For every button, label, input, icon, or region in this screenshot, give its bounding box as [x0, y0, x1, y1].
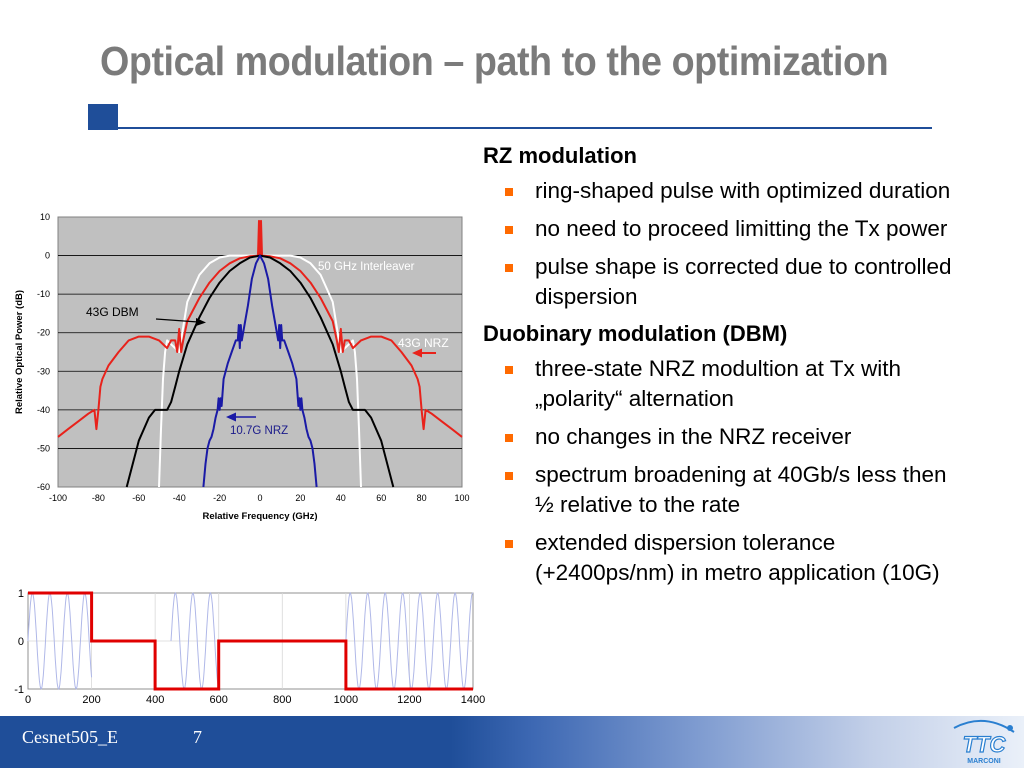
y-axis-label: Relative Optical Power (dB): [14, 290, 25, 414]
y-tick-label: -10: [37, 289, 50, 299]
logo-text: MARCONI: [967, 758, 1000, 765]
series-line-10-7g-nrz: [202, 254, 318, 488]
x-tick-label: 1400: [461, 694, 485, 706]
y-tick-label: 10: [40, 212, 50, 222]
nrz10-arrow: [226, 412, 256, 422]
annotation-10g-nrz: 10.7G NRZ: [230, 425, 288, 437]
bullet-text: no changes in the NRZ receiver: [535, 424, 852, 449]
spectrum-chart: 100-10-20-30-40-50-60-100 -80 -60 -40 -20 0 20…: [14, 212, 470, 522]
annotation-43g-dbm: 43G DBM: [86, 305, 139, 319]
bullet-item: no need to proceed limitting the Tx powe…: [483, 214, 955, 244]
x-tick-label: -80: [92, 493, 105, 503]
bullet-text: ring-shaped pulse with optimized duratio…: [535, 178, 951, 203]
bullet-item: ring-shaped pulse with optimized duratio…: [483, 176, 955, 206]
bullet-text: extended dispersion tolerance (+2400ps/n…: [535, 530, 940, 585]
x-tick-label: 800: [273, 694, 291, 706]
bullet-item: spectrum broadening at 40Gb/s less then …: [483, 460, 955, 520]
square-bullet-icon: [505, 434, 513, 442]
tick-labels: 100-10-20-30-40-50-60-100 -80 -60 -40 -20 0 20…: [37, 212, 470, 503]
x-tick-label: 60: [376, 493, 386, 503]
svg-text:TTC: TTC: [963, 732, 1007, 757]
carrier-sine-burst: [170, 591, 220, 691]
annotation-43g-nrz: 43G NRZ: [398, 336, 449, 350]
ttc-marconi-logo-icon: TTC MARCONI: [953, 719, 1015, 765]
x-tick-label: 200: [82, 694, 100, 706]
y-tick-label: 1: [18, 588, 24, 600]
x-axis-label: Relative Frequency (GHz): [202, 511, 317, 522]
square-bullet-icon: [505, 540, 513, 548]
content-text: RZ modulation ring-shaped pulse with opt…: [483, 142, 983, 596]
page-number: 7: [193, 727, 202, 747]
x-tick-label: 100: [454, 493, 469, 503]
x-tick-label: 0: [25, 694, 31, 706]
square-bullet-icon: [505, 264, 513, 272]
x-tick-label: 20: [295, 493, 305, 503]
bullet-item: extended dispersion tolerance (+2400ps/n…: [483, 528, 955, 588]
duobinary-signal-line: [28, 591, 473, 691]
bullet-item: pulse shape is corrected due to controll…: [483, 252, 955, 312]
series-lines: [57, 219, 463, 488]
x-tick-label: -60: [132, 493, 145, 503]
rz-bullet-list: ring-shaped pulse with optimized duratio…: [483, 176, 983, 312]
section-heading-rz: RZ modulation: [483, 143, 637, 168]
square-bullet-icon: [505, 366, 513, 374]
carrier-sine-burst: [345, 591, 474, 691]
square-bullet-icon: [505, 472, 513, 480]
x-tick-label: 1000: [334, 694, 358, 706]
y-tick-label: -50: [37, 443, 50, 453]
bullet-text: spectrum broadening at 40Gb/s less then …: [535, 462, 947, 517]
series-lines: [27, 591, 474, 691]
y-tick-label: -1: [14, 684, 24, 696]
square-bullet-icon: [505, 226, 513, 234]
y-tick-label: -30: [37, 366, 50, 376]
section-heading-dbm: Duobinary modulation (DBM): [483, 321, 788, 346]
x-tick-label: -100: [49, 493, 67, 503]
x-tick-label: -20: [213, 493, 226, 503]
x-tick-label: 400: [146, 694, 164, 706]
nrz-arrow: [412, 348, 436, 358]
y-tick-label: 0: [18, 636, 24, 648]
slide-title: Optical modulation – path to the optimiz…: [100, 38, 889, 84]
y-tick-label: -60: [37, 482, 50, 492]
x-tick-label: 600: [210, 694, 228, 706]
square-bullet-icon: [505, 188, 513, 196]
bullet-item: no changes in the NRZ receiver: [483, 422, 955, 452]
title-divider: [118, 127, 932, 129]
x-tick-label: 1200: [397, 694, 421, 706]
x-tick-label: 0: [257, 493, 262, 503]
x-tick-label: -40: [173, 493, 186, 503]
footer-bar: [0, 716, 1024, 768]
x-tick-label: 80: [417, 493, 427, 503]
y-tick-label: 0: [45, 251, 50, 261]
x-tick-label: 40: [336, 493, 346, 503]
title-accent-box: [88, 104, 118, 130]
bullet-text: no need to proceed limitting the Tx powe…: [535, 216, 948, 241]
dbm-bullet-list: three-state NRZ modultion at Tx with „po…: [483, 354, 983, 588]
annotation-interleaver: 50 GHz Interleaver: [318, 261, 415, 273]
carrier-sine-burst: [27, 591, 93, 691]
bullet-item: three-state NRZ modultion at Tx with „po…: [483, 354, 955, 414]
footer-label: Cesnet505_E: [22, 727, 118, 747]
grid-lines: [58, 255, 462, 449]
bullet-text: pulse shape is corrected due to controll…: [535, 254, 952, 309]
y-tick-label: -40: [37, 405, 50, 415]
bullet-text: three-state NRZ modultion at Tx with „po…: [535, 356, 901, 411]
dbm-arrow: [155, 318, 206, 326]
y-tick-label: -20: [37, 328, 50, 338]
plot-area: [57, 216, 463, 488]
